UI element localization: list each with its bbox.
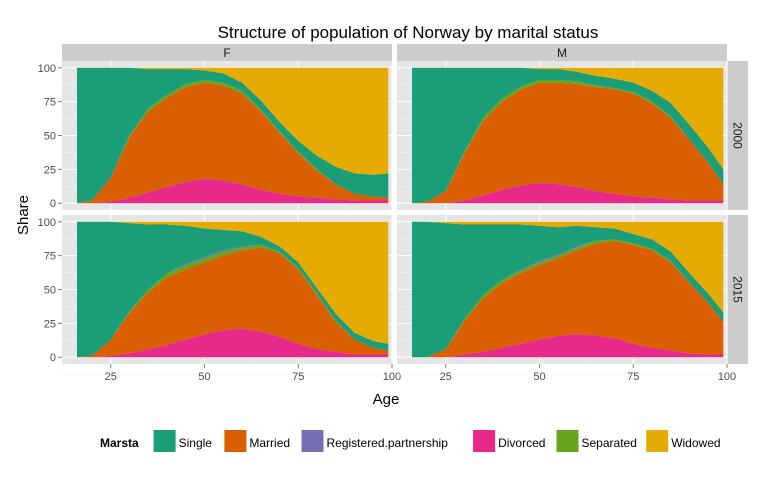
- area-divorced: [77, 328, 389, 358]
- x-tick-label: 50: [533, 371, 545, 383]
- facet-strip-2000: [727, 61, 748, 210]
- y-tick-label: 0: [50, 352, 56, 364]
- legend-item-widowed: Widowed: [646, 430, 721, 452]
- y-tick-label: 50: [44, 285, 56, 297]
- y-tick-label: 100: [38, 217, 56, 229]
- legend-title: Marsta: [100, 436, 139, 450]
- area-divorced: [77, 178, 389, 204]
- area-single: [77, 67, 389, 204]
- chart-title: Structure of population of Norway by mar…: [218, 23, 599, 42]
- facet-strip-2015: [727, 215, 748, 364]
- y-tick-label: 0: [50, 198, 56, 210]
- legend-item-married: Married: [224, 430, 290, 452]
- legend-swatch: [224, 430, 247, 452]
- legend-label: Single: [179, 436, 213, 450]
- legend-label: Separated: [582, 436, 637, 450]
- y-tick-label: 100: [38, 63, 56, 75]
- y-tick-label: 75: [44, 251, 56, 263]
- x-tick-label: 25: [105, 371, 117, 383]
- x-tick-label: 100: [383, 371, 401, 383]
- legend-label: Divorced: [498, 436, 545, 450]
- facet-strip-label: M: [557, 46, 567, 60]
- legend-swatch: [556, 430, 579, 452]
- legend: Marsta Single Married Registered.partnershi…: [100, 430, 721, 452]
- y-axis-title: Share: [15, 195, 32, 235]
- legend-label: Registered.partnership: [327, 436, 449, 450]
- facet-strip-f: [62, 44, 392, 61]
- legend-label: Widowed: [671, 436, 720, 450]
- legend-swatch: [153, 430, 176, 452]
- x-tick-label: 50: [198, 371, 210, 383]
- legend-label: Married: [249, 436, 290, 450]
- facet-strip-label: F: [223, 46, 230, 60]
- x-tick-label: 75: [292, 371, 304, 383]
- area-single: [77, 221, 389, 358]
- panel-f-2000: 0 25 50 75 100: [38, 61, 393, 221]
- area-widowed: [77, 221, 389, 344]
- x-tick-label: 25: [440, 371, 452, 383]
- area-divorced: [412, 182, 724, 204]
- y-tick-label: 25: [44, 318, 56, 330]
- area-widowed: [412, 221, 724, 313]
- area-widowed: [412, 67, 724, 170]
- legend-item-registered-partnership: Registered.partnership: [301, 430, 449, 452]
- x-axis-title: Age: [373, 391, 400, 408]
- y-tick-label: 25: [44, 164, 56, 176]
- legend-item-single: Single: [153, 430, 213, 452]
- area-single: [412, 67, 724, 204]
- legend-item-divorced: Divorced: [473, 430, 545, 452]
- area-married: [412, 240, 724, 358]
- x-tick-label: 75: [627, 371, 639, 383]
- legend-swatch: [473, 430, 496, 452]
- panel-m-2015: 25 50 75 100: [397, 215, 736, 383]
- panel-f-2015: 0 25 50 75 100 25 50 75 100: [38, 215, 401, 383]
- facet-strip-label: 2015: [731, 276, 745, 303]
- area-married: [412, 82, 724, 204]
- area-married: [77, 82, 389, 204]
- legend-item-separated: Separated: [556, 430, 637, 452]
- y-tick-label: 50: [44, 131, 56, 143]
- area-single: [412, 221, 724, 358]
- y-tick-label: 75: [44, 97, 56, 109]
- area-widowed: [77, 67, 389, 175]
- legend-swatch: [646, 430, 669, 452]
- legend-swatch: [301, 430, 324, 452]
- facet-strip-label: 2000: [731, 122, 745, 149]
- area-divorced: [412, 334, 724, 358]
- area-separated: [77, 244, 389, 358]
- area-married: [77, 247, 389, 358]
- x-tick-label: 100: [718, 371, 736, 383]
- facet-strip-m: [397, 44, 727, 61]
- panel-m-2000: [397, 61, 728, 221]
